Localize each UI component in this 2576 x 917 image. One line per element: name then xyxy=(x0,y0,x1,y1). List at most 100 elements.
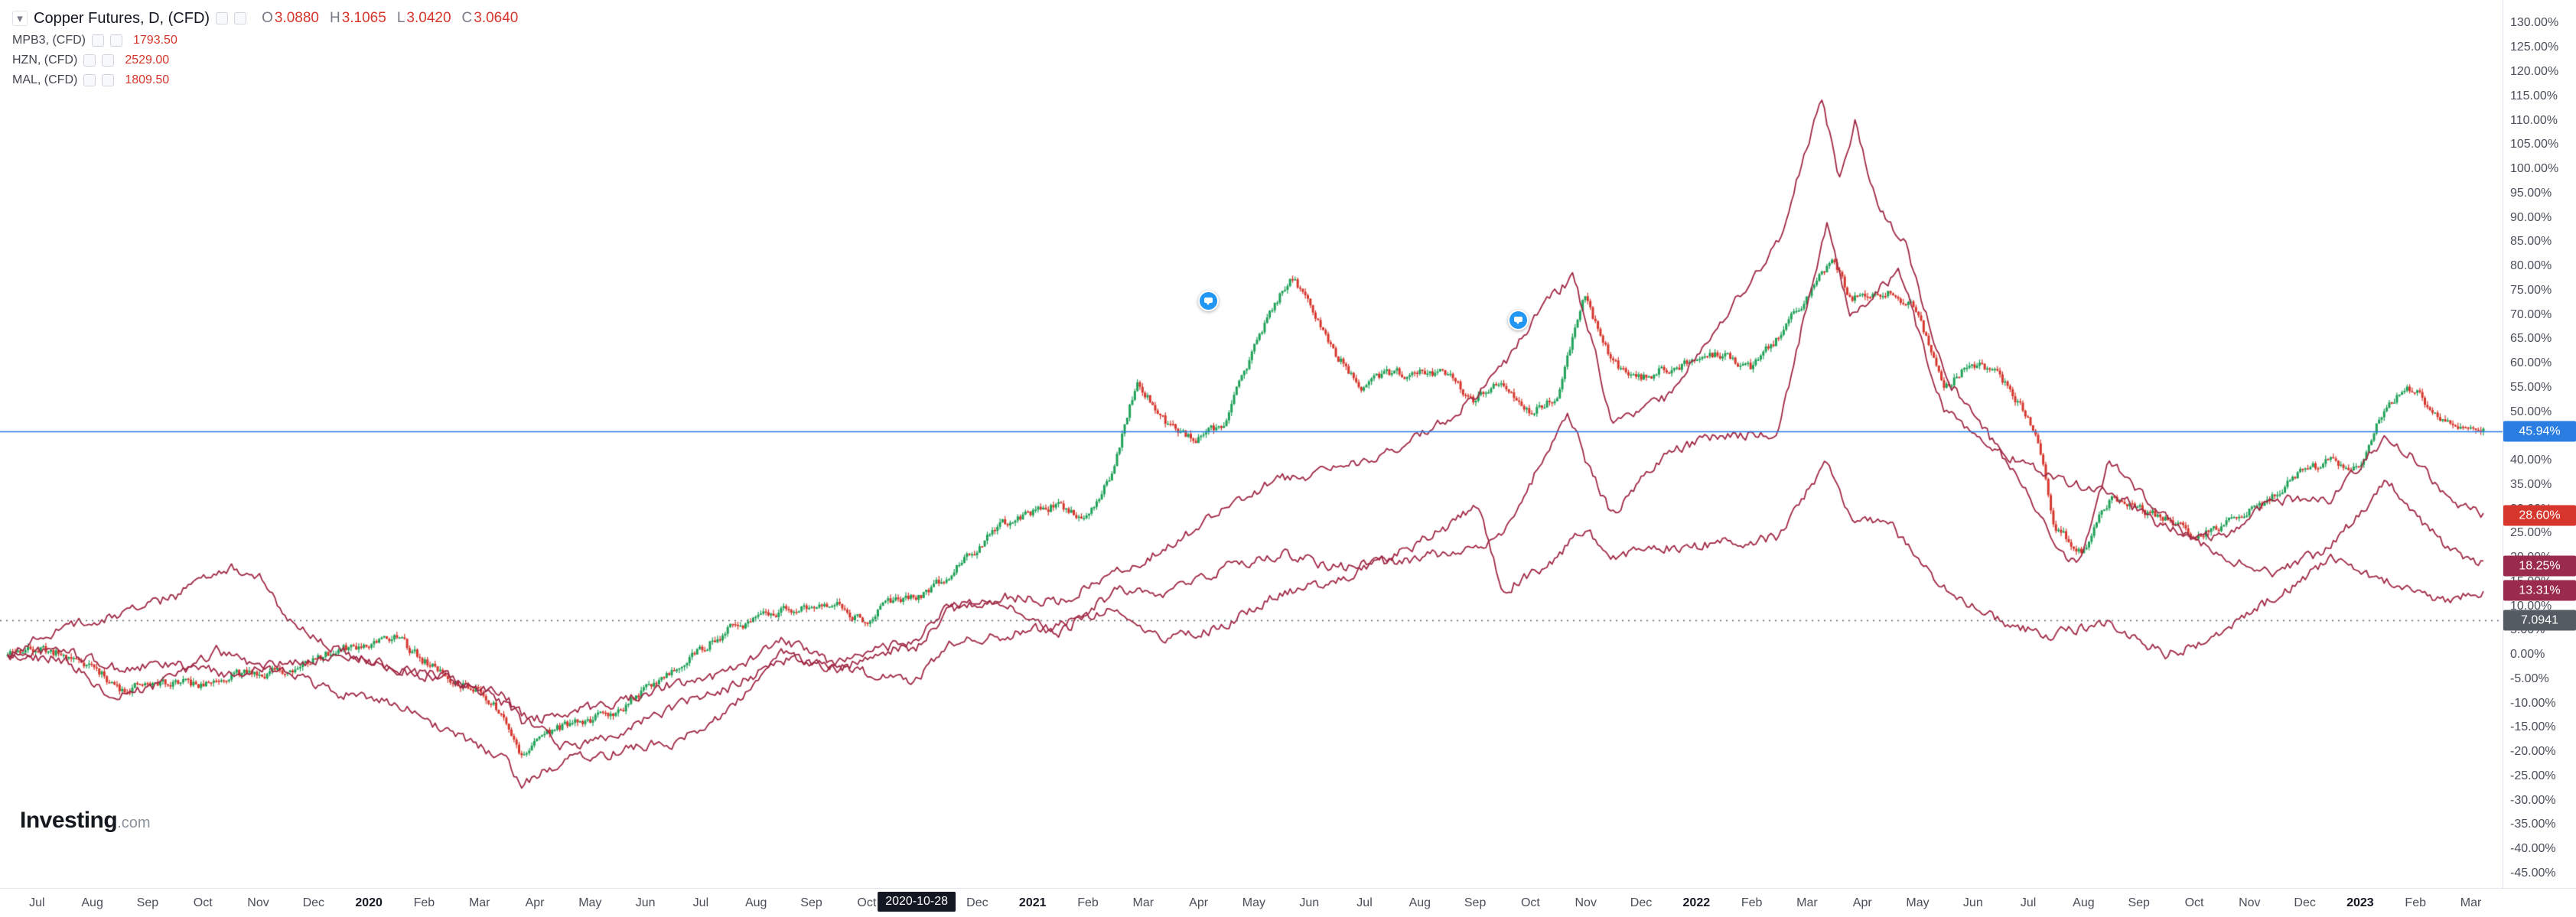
open-label: O xyxy=(262,10,273,26)
legend: ▾ Copper Futures, D, (CFD) O 3.0880 H 3.10… xyxy=(12,6,518,90)
x-axis-month-label: Mar xyxy=(1796,896,1818,909)
idea-marker-icon[interactable] xyxy=(1507,309,1529,330)
time-axis[interactable]: 2020-10-28 Jul Aug Sep Oct Nov Dec 2020 Feb Mar A… xyxy=(0,888,2576,917)
x-axis-month-label: Dec xyxy=(2294,896,2316,909)
visibility-icon[interactable] xyxy=(92,34,104,47)
y-axis-tick: -25.00% xyxy=(2510,769,2556,782)
compare-value: 2529.00 xyxy=(125,54,170,67)
x-axis-month-label: Jul xyxy=(692,896,709,909)
x-axis-month-label: Feb xyxy=(1741,896,1763,909)
low-value: 3.0420 xyxy=(406,10,451,26)
x-axis-month-label: Jul xyxy=(1356,896,1373,909)
high-value: 3.1065 xyxy=(341,10,386,26)
price-tag: 7.0941 xyxy=(2503,610,2576,631)
compare-row: MAL, (CFD) 1809.50 xyxy=(12,70,518,90)
y-axis-tick: -45.00% xyxy=(2510,866,2556,880)
high-label: H xyxy=(329,10,340,26)
x-axis-month-label: Oct xyxy=(2184,896,2204,909)
y-axis-tick: 85.00% xyxy=(2510,235,2552,249)
y-axis-tick: 25.00% xyxy=(2510,526,2552,540)
visibility-icon[interactable] xyxy=(216,12,229,24)
y-axis-tick: 0.00% xyxy=(2510,648,2545,662)
y-axis-tick: 95.00% xyxy=(2510,186,2552,200)
x-axis-month-label: May xyxy=(578,896,602,909)
x-axis-month-label: Apr xyxy=(1852,896,1872,909)
y-axis-tick: 115.00% xyxy=(2510,89,2558,102)
x-axis-month-label: Jun xyxy=(1299,896,1320,909)
x-axis-month-label: Dec xyxy=(302,896,325,909)
settings-icon[interactable] xyxy=(234,12,247,24)
ohlc-values: O 3.0880 H 3.1065 L 3.0420 C 3.0640 xyxy=(262,10,518,27)
collapse-icon[interactable]: ▾ xyxy=(12,11,28,26)
x-axis-month-label: Oct xyxy=(1520,896,1540,909)
idea-marker-icon[interactable] xyxy=(1197,290,1219,311)
brand-text: Investing xyxy=(20,808,118,833)
x-axis-year-label: 2020 xyxy=(355,896,383,909)
brand-suffix: .com xyxy=(117,815,151,831)
visibility-icon[interactable] xyxy=(83,54,96,67)
price-axis[interactable]: 130.00% 125.00% 120.00% 115.00% 110.00% 105.0… xyxy=(2503,0,2576,888)
main-symbol-row: ▾ Copper Futures, D, (CFD) O 3.0880 H 3.10… xyxy=(12,6,518,31)
y-axis-tick: -35.00% xyxy=(2510,818,2556,831)
close-value: 3.0640 xyxy=(474,10,519,26)
x-axis-month-label: Jul xyxy=(29,896,45,909)
x-axis-month-label: Mar xyxy=(468,896,490,909)
y-axis-tick: 65.00% xyxy=(2510,332,2552,346)
y-axis-tick: -20.00% xyxy=(2510,745,2556,759)
compare-symbol[interactable]: HZN, (CFD) xyxy=(12,54,78,67)
compare-row: MPB3, (CFD) 1793.50 xyxy=(12,31,518,50)
x-axis-month-label: Aug xyxy=(81,896,103,909)
y-axis-tick: -15.00% xyxy=(2510,720,2556,734)
price-tag: 18.25% xyxy=(2503,555,2576,577)
x-axis-month-label: Nov xyxy=(2239,896,2261,909)
compare-symbol[interactable]: MPB3, (CFD) xyxy=(12,34,86,47)
x-axis-year-label: 2023 xyxy=(2346,896,2374,909)
more-icon[interactable] xyxy=(110,34,122,47)
y-axis-tick: 70.00% xyxy=(2510,307,2552,321)
y-axis-tick: 90.00% xyxy=(2510,210,2552,224)
investing-logo[interactable]: Investing.com xyxy=(20,808,151,834)
x-axis-month-label: Sep xyxy=(800,896,822,909)
x-axis-month-label: Oct xyxy=(857,896,877,909)
x-axis-month-label: Nov xyxy=(1575,896,1597,909)
more-icon[interactable] xyxy=(102,54,115,67)
y-axis-tick: 130.00% xyxy=(2510,16,2559,30)
price-tag: 13.31% xyxy=(2503,580,2576,601)
y-axis-tick: 105.00% xyxy=(2510,138,2559,151)
y-axis-tick: 75.00% xyxy=(2510,283,2552,297)
more-icon[interactable] xyxy=(102,74,115,86)
y-axis-tick: 120.00% xyxy=(2510,64,2559,78)
y-axis-tick: 40.00% xyxy=(2510,454,2552,467)
y-axis-tick: -40.00% xyxy=(2510,842,2556,856)
x-axis-month-label: Feb xyxy=(1077,896,1099,909)
y-axis-tick: 125.00% xyxy=(2510,41,2559,54)
compare-value: 1809.50 xyxy=(125,73,170,86)
y-axis-tick: -10.00% xyxy=(2510,696,2556,710)
x-axis-month-label: Apr xyxy=(525,896,545,909)
y-axis-tick: 55.00% xyxy=(2510,380,2552,394)
visibility-icon[interactable] xyxy=(83,74,96,86)
x-axis-month-label: Sep xyxy=(2128,896,2150,909)
x-axis-month-label: Oct xyxy=(193,896,213,909)
x-axis-month-label: Mar xyxy=(1132,896,1154,909)
compare-row: HZN, (CFD) 2529.00 xyxy=(12,50,518,70)
x-axis-year-label: 2022 xyxy=(1682,896,1711,909)
x-axis-year-label: 2021 xyxy=(1018,896,1047,909)
x-axis-month-label: May xyxy=(1906,896,1930,909)
x-axis-month-label: Nov xyxy=(247,896,269,909)
y-axis-tick: -5.00% xyxy=(2510,671,2549,685)
x-axis-month-label: Feb xyxy=(2405,896,2427,909)
compare-symbol[interactable]: MAL, (CFD) xyxy=(12,73,78,86)
symbol-title[interactable]: Copper Futures, D, (CFD) xyxy=(34,9,210,27)
x-axis-month-label: May xyxy=(1242,896,1266,909)
x-axis-month-label: Sep xyxy=(136,896,159,909)
y-axis-tick: 100.00% xyxy=(2510,162,2559,176)
x-axis-month-label: Aug xyxy=(2073,896,2095,909)
y-axis-tick: 80.00% xyxy=(2510,259,2552,273)
y-axis-tick: 35.00% xyxy=(2510,477,2552,491)
crosshair-date-tag: 2020-10-28 xyxy=(878,892,956,912)
x-axis-month-label: Apr xyxy=(1189,896,1209,909)
compare-value: 1793.50 xyxy=(133,34,177,47)
